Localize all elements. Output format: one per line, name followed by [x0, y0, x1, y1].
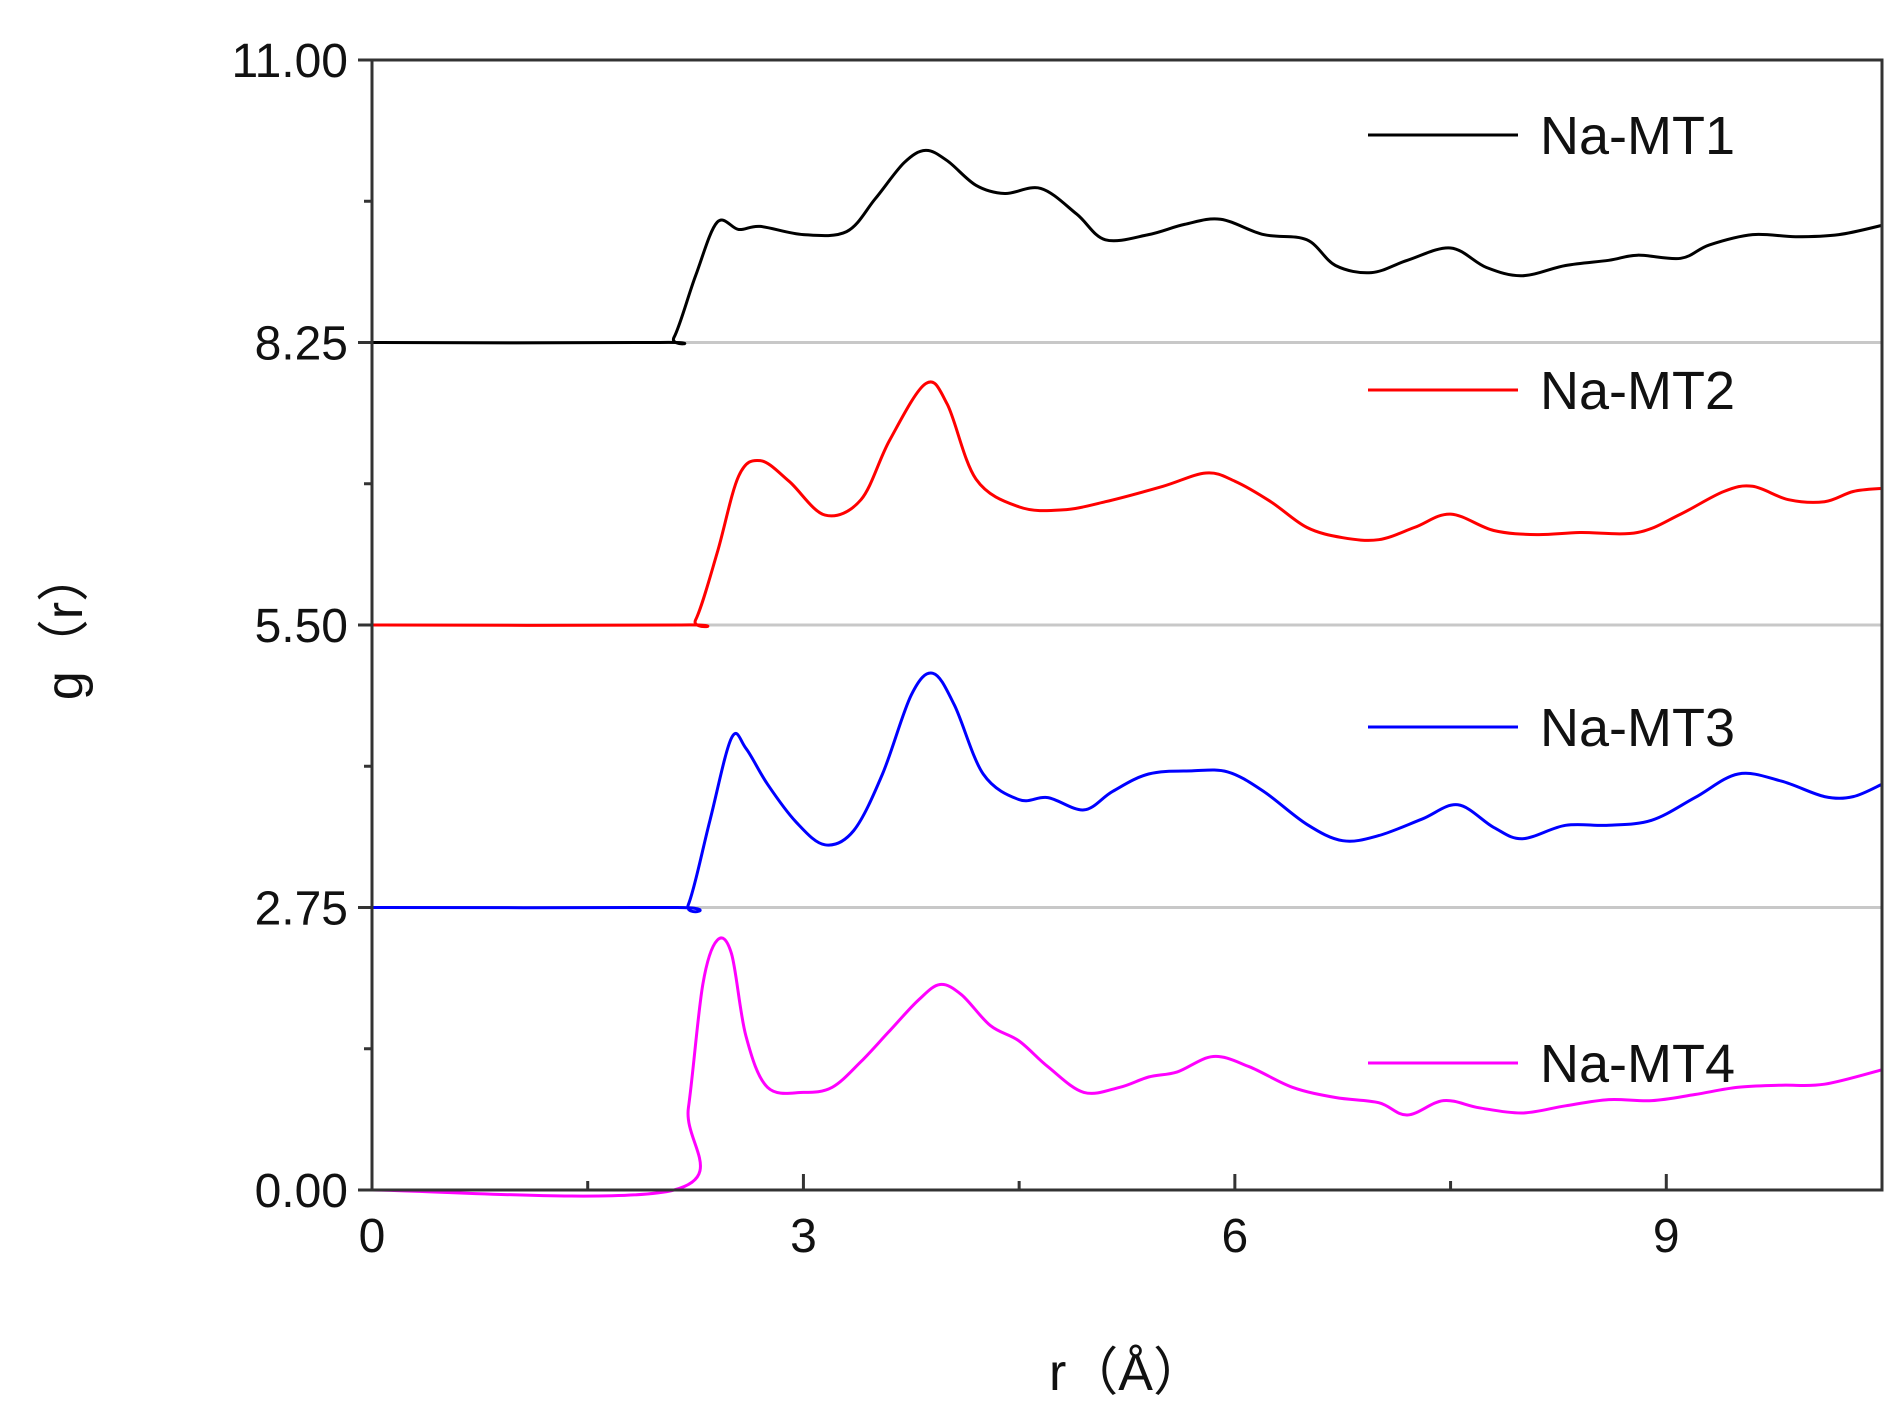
y-tick-label: 2.75: [255, 883, 348, 936]
y-tick-label: 11.00: [231, 35, 348, 88]
series-line-na-mt3: [370, 671, 1884, 914]
y-tick-label: 5.50: [255, 600, 348, 653]
series-line-na-mt1: [370, 148, 1884, 346]
legend-label: Na-MT4: [1540, 1034, 1735, 1094]
series-layer: [370, 148, 1884, 1198]
legend: Na-MT1 Na-MT2 Na-MT3 Na-MT4: [1368, 106, 1735, 1094]
x-tick-label: 9: [1653, 1210, 1680, 1263]
y-tick-label: 8.25: [255, 318, 348, 371]
legend-label: Na-MT3: [1540, 698, 1735, 758]
x-axis-title: r（Å）: [1049, 1344, 1205, 1402]
legend-label: Na-MT2: [1540, 361, 1735, 421]
x-tick-label: 3: [790, 1210, 817, 1263]
x-tick-label: 0: [359, 1210, 386, 1263]
x-tick-label: 6: [1222, 1210, 1249, 1263]
axis-ticks: 0 3 6 9 0.00 2.75 5.50 8.25 11.00: [231, 35, 1679, 1263]
series-line-na-mt2: [370, 380, 1884, 629]
y-axis-title: g（r）: [36, 550, 94, 700]
series-line-na-mt4: [370, 936, 1884, 1198]
legend-label: Na-MT1: [1540, 106, 1735, 166]
y-tick-label: 0.00: [255, 1165, 348, 1218]
